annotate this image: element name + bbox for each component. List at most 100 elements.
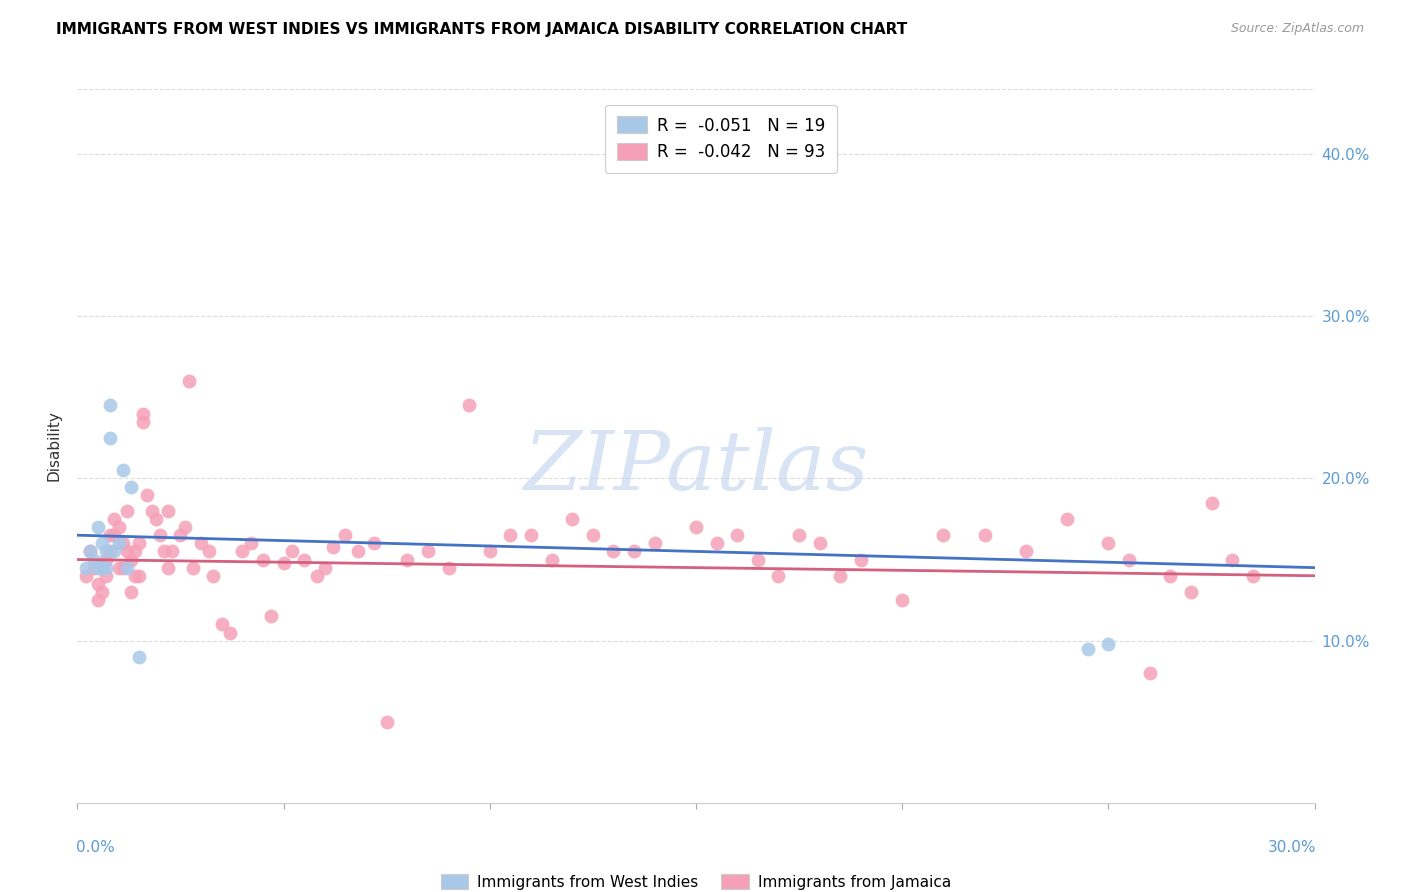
Point — [1180, 585, 1202, 599]
Point — [128, 568, 150, 582]
Point — [335, 528, 357, 542]
Point — [120, 552, 142, 566]
Point — [160, 544, 183, 558]
Point — [808, 536, 831, 550]
Point — [1015, 544, 1038, 558]
Point — [747, 552, 769, 566]
Point — [219, 625, 242, 640]
Point — [768, 568, 790, 582]
Point — [149, 528, 172, 542]
Point — [1097, 536, 1119, 550]
Point — [83, 560, 105, 574]
Point — [91, 560, 114, 574]
Point — [190, 536, 212, 550]
Y-axis label: Disability: Disability — [46, 410, 62, 482]
Point — [96, 544, 118, 558]
Point — [103, 512, 125, 526]
Point — [305, 568, 328, 582]
Point — [153, 544, 176, 558]
Point — [260, 609, 283, 624]
Point — [98, 528, 121, 542]
Point — [1159, 568, 1181, 582]
Text: Source: ZipAtlas.com: Source: ZipAtlas.com — [1230, 22, 1364, 36]
Point — [725, 528, 748, 542]
Text: IMMIGRANTS FROM WEST INDIES VS IMMIGRANTS FROM JAMAICA DISABILITY CORRELATION CH: IMMIGRANTS FROM WEST INDIES VS IMMIGRANT… — [56, 22, 907, 37]
Point — [363, 536, 385, 550]
Point — [177, 374, 200, 388]
Point — [141, 504, 163, 518]
Point — [849, 552, 872, 566]
Point — [128, 536, 150, 550]
Point — [132, 407, 155, 421]
Point — [787, 528, 810, 542]
Point — [136, 488, 159, 502]
Point — [932, 528, 955, 542]
Point — [75, 560, 97, 574]
Point — [231, 544, 253, 558]
Point — [91, 585, 114, 599]
Point — [120, 585, 142, 599]
Point — [1056, 512, 1078, 526]
Point — [1201, 496, 1223, 510]
Point — [416, 544, 439, 558]
Point — [111, 463, 134, 477]
Point — [292, 552, 315, 566]
Point — [91, 536, 114, 550]
Point — [75, 568, 97, 582]
Point — [1241, 568, 1264, 582]
Point — [107, 536, 129, 550]
Point — [173, 520, 195, 534]
Point — [96, 560, 118, 574]
Point — [602, 544, 624, 558]
Point — [111, 536, 134, 550]
Point — [107, 520, 129, 534]
Point — [582, 528, 605, 542]
Point — [499, 528, 522, 542]
Point — [458, 399, 481, 413]
Point — [281, 544, 304, 558]
Point — [103, 528, 125, 542]
Point — [314, 560, 336, 574]
Point — [375, 714, 398, 729]
Point — [115, 560, 138, 574]
Point — [98, 399, 121, 413]
Point — [437, 560, 460, 574]
Point — [98, 431, 121, 445]
Point — [115, 504, 138, 518]
Point — [252, 552, 274, 566]
Point — [198, 544, 221, 558]
Point — [685, 520, 707, 534]
Point — [87, 577, 110, 591]
Text: 0.0%: 0.0% — [76, 840, 115, 855]
Point — [115, 544, 138, 558]
Point — [239, 536, 262, 550]
Point — [157, 504, 180, 518]
Point — [396, 552, 419, 566]
Point — [83, 552, 105, 566]
Point — [478, 544, 501, 558]
Point — [120, 479, 142, 493]
Point — [273, 556, 295, 570]
Point — [891, 593, 914, 607]
Point — [644, 536, 666, 550]
Point — [830, 568, 852, 582]
Point — [973, 528, 995, 542]
Point — [1139, 666, 1161, 681]
Point — [79, 544, 101, 558]
Point — [1077, 641, 1099, 656]
Point — [111, 560, 134, 574]
Point — [91, 560, 114, 574]
Legend: Immigrants from West Indies, Immigrants from Jamaica: Immigrants from West Indies, Immigrants … — [434, 868, 957, 892]
Point — [1220, 552, 1243, 566]
Point — [96, 568, 118, 582]
Point — [145, 512, 167, 526]
Point — [520, 528, 543, 542]
Point — [157, 560, 180, 574]
Point — [87, 520, 110, 534]
Text: ZIPatlas: ZIPatlas — [523, 427, 869, 508]
Point — [1118, 552, 1140, 566]
Text: 30.0%: 30.0% — [1267, 840, 1316, 855]
Point — [1097, 637, 1119, 651]
Point — [96, 552, 118, 566]
Point — [202, 568, 225, 582]
